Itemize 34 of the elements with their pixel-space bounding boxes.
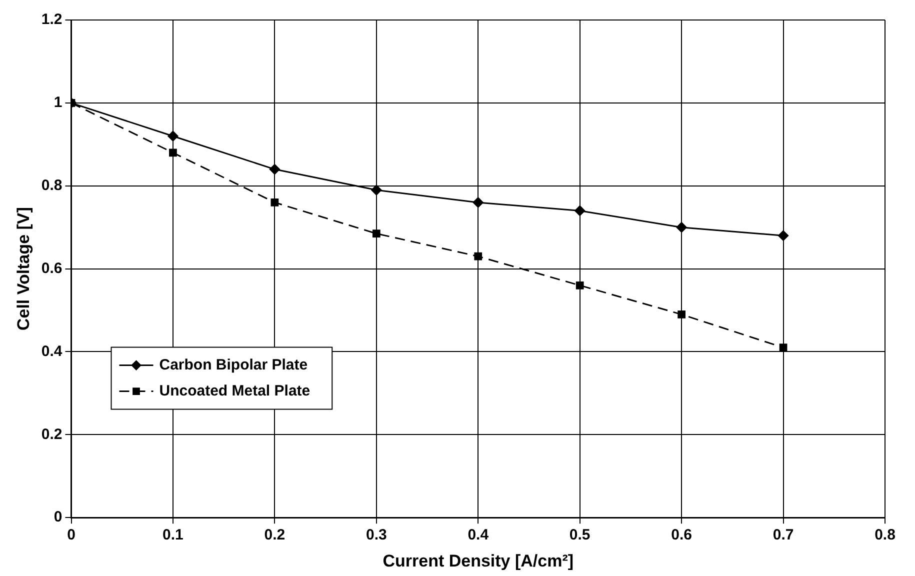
y-tick-label: 1 <box>54 94 62 112</box>
point <box>472 197 484 208</box>
y-tick-label: 0.2 <box>41 426 62 443</box>
y-tick-label: 0 <box>54 508 62 526</box>
x-tick-label: 0.2 <box>264 526 286 544</box>
point <box>269 164 280 175</box>
x-tick-label: 0.1 <box>162 526 184 544</box>
point <box>778 230 789 241</box>
x-tick-label: 0.3 <box>366 526 387 544</box>
x-axis-title: Current Density [A/cm²] <box>382 551 574 570</box>
legend-label: Uncoated Metal Plate <box>159 382 310 400</box>
y-tick-label: 0.6 <box>41 260 62 277</box>
y-tick-label: 1.2 <box>41 11 62 28</box>
x-tick-label: 0.6 <box>671 526 692 544</box>
x-tick-label: 0.4 <box>468 526 490 544</box>
point <box>372 230 380 238</box>
point <box>676 222 687 233</box>
point <box>574 205 586 216</box>
point <box>270 198 279 206</box>
x-tick-label: 0.7 <box>772 526 794 544</box>
point <box>474 252 482 260</box>
y-tick-label: 0.8 <box>41 177 62 194</box>
point <box>779 344 788 352</box>
point <box>168 130 178 142</box>
x-tick-label: 0.5 <box>569 526 590 544</box>
point <box>678 310 686 318</box>
y-axis-title: Cell Voltage [V] <box>14 207 33 331</box>
legend-label: Carbon Bipolar Plate <box>159 356 308 374</box>
point <box>169 148 177 157</box>
x-tick-label: 0 <box>67 526 76 544</box>
x-tick-label: 0.8 <box>874 526 896 544</box>
y-tick-label: 0.4 <box>41 342 63 360</box>
point <box>371 184 382 196</box>
point <box>576 281 584 290</box>
